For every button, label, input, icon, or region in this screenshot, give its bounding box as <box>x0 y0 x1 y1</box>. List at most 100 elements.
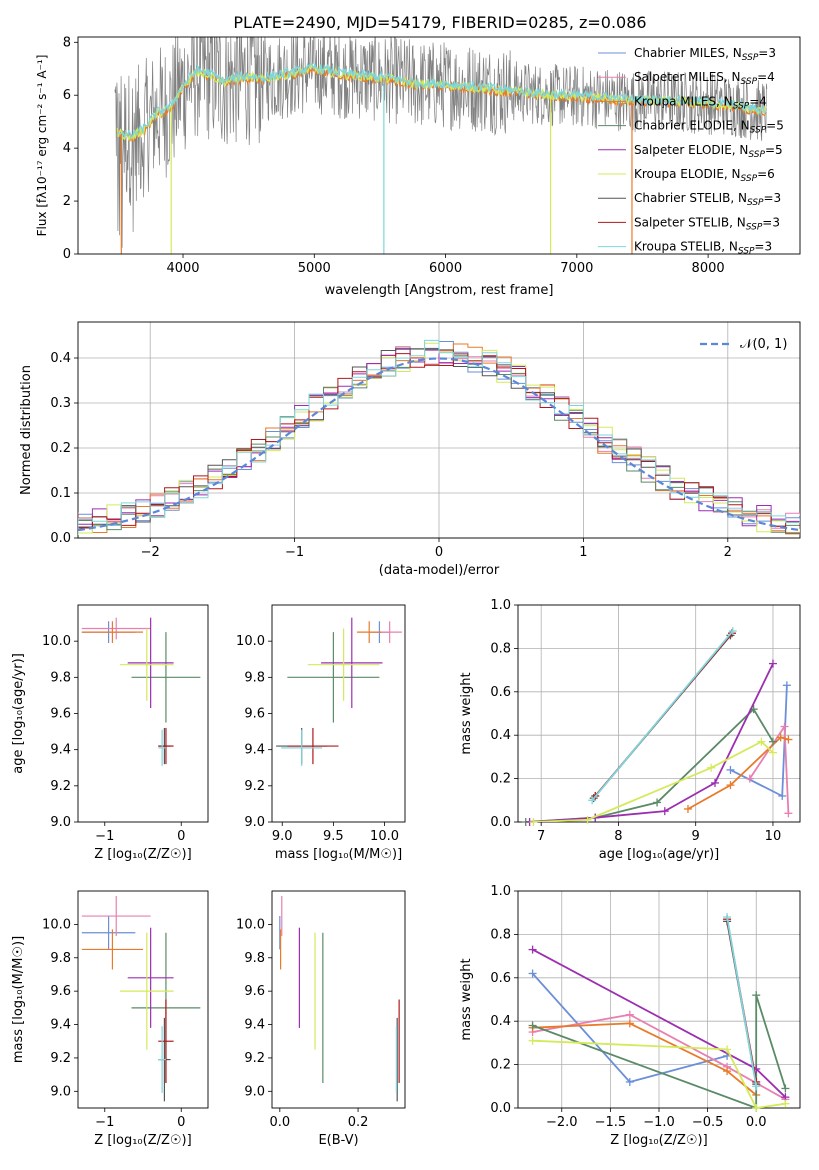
y-tick-label: 9.8 <box>50 670 71 685</box>
series-marker <box>752 1082 761 1091</box>
y-tick-label: 9.4 <box>50 743 71 758</box>
y-tick-label: 0.4 <box>490 728 511 743</box>
legend-entry-main: Kroupa STELIB, N <box>634 240 738 254</box>
x-tick-label: 6000 <box>429 261 462 276</box>
plot-frame <box>517 890 801 1109</box>
observed-spectrum-line <box>114 37 768 248</box>
x-tick-label: −1 <box>95 829 114 844</box>
series-marker <box>726 765 735 774</box>
y-tick-label: 0.0 <box>50 531 71 546</box>
y-tick-label: 0.4 <box>490 1014 511 1029</box>
plot-frame <box>271 890 406 1109</box>
series-marker <box>784 735 793 744</box>
legend-entry-tail: =3 <box>754 240 772 254</box>
y-axis-label: mass [log₁₀(M/M☉)] <box>11 936 26 1063</box>
legend-entry-main: Salpeter MILES, N <box>634 70 741 84</box>
y-tick-label: 0.8 <box>490 641 511 656</box>
y-tick-label: 0.2 <box>490 1058 511 1073</box>
legend-entry-subscript: SSP <box>738 247 755 257</box>
x-axis-label: Z [log₁₀(Z/Z☉)] <box>94 1133 191 1148</box>
series-marker <box>625 1019 634 1028</box>
series-marker <box>752 1104 761 1112</box>
spectrum-panel: 4000 5000 6000 7000 8000 0 2 4 6 8 wavelength [Ang… <box>35 35 801 298</box>
x-tick-label: −1 <box>95 1115 114 1130</box>
series-line <box>532 1022 757 1096</box>
histogram-step <box>78 339 800 535</box>
series-marker <box>583 815 592 824</box>
series-marker <box>529 818 538 826</box>
y-axis-label: Normed distribution <box>19 365 34 495</box>
legend-entry: Chabrier STELIB, NSSP=3 <box>634 191 781 208</box>
figure-title: PLATE=2490, MJD=54179, FIBERID=0285, z=0… <box>233 13 646 32</box>
series-marker <box>711 778 720 787</box>
series-marker <box>625 1010 634 1019</box>
x-tick-label: 0 <box>435 545 443 560</box>
weight-vs-age-panel: 7 8 9 10 0.0 0.2 0.4 0.6 0.8 1.0 age [log₁₀(age/yr… <box>459 598 801 862</box>
series-marker <box>782 681 791 690</box>
errorbar-point <box>158 727 174 765</box>
y-tick-label: 10.0 <box>42 917 71 932</box>
legend-entry-tail: =6 <box>757 167 775 181</box>
series-marker <box>768 737 777 746</box>
series-line <box>532 994 787 1108</box>
ticks: 7 8 9 10 0.0 0.2 0.4 0.6 0.8 1.0 <box>490 598 781 844</box>
y-tick-label: 9.8 <box>244 951 265 966</box>
series-marker <box>776 733 785 742</box>
x-tick-label: −1 <box>285 545 304 560</box>
x-tick-label: 4000 <box>166 261 199 276</box>
y-tick-label: 0 <box>63 247 71 262</box>
series-marker <box>768 748 777 757</box>
legend-entry: Chabrier ELODIE, NSSP=5 <box>634 119 784 136</box>
legend-entry-subscript: SSP <box>750 126 767 136</box>
series-line <box>726 916 758 1087</box>
x-axis-label: (data-model)/error <box>379 563 500 578</box>
errorbar-point <box>287 727 339 765</box>
legend-entry-tail: =5 <box>766 119 784 133</box>
legend-entry-tail: =3 <box>762 215 780 229</box>
legend-entry: Kroupa ELODIE, NSSP=6 <box>634 167 775 184</box>
x-tick-label: 2 <box>724 545 732 560</box>
errorbar-point <box>81 617 151 640</box>
legend: 𝒩(0, 1) <box>700 337 787 352</box>
ticks: −1 0 9.0 9.2 9.4 9.6 9.8 10.0 <box>42 917 185 1130</box>
legend-entry: Kroupa MILES, NSSP=4 <box>634 94 767 111</box>
y-tick-label: 9.4 <box>244 743 265 758</box>
series-marker <box>768 659 777 668</box>
y-tick-label: 9.0 <box>50 1084 71 1099</box>
legend-entry-main: Chabrier ELODIE, N <box>634 119 750 133</box>
x-tick-label: 9 <box>692 829 700 844</box>
y-tick-label: 9.2 <box>50 779 71 794</box>
y-tick-label: 9.6 <box>244 984 265 999</box>
ticks: 9.0 9.5 10.0 9.0 9.2 9.4 9.6 9.8 10.0 <box>236 634 399 844</box>
x-axis-label: mass [log₁₀(M/M☉)] <box>275 847 402 862</box>
y-axis-label: mass weight <box>459 958 474 1040</box>
y-tick-label: 9.0 <box>244 815 265 830</box>
series-line <box>687 736 789 810</box>
legend-entry-subscript: SSP <box>748 150 765 160</box>
y-tick-label: 0.3 <box>50 396 71 411</box>
y-axis-label: mass weight <box>459 672 474 754</box>
errorbar-point <box>127 927 174 1028</box>
y-tick-label: 9.2 <box>244 779 265 794</box>
errorbar-point <box>127 617 174 709</box>
x-tick-label: 8 <box>614 829 622 844</box>
ticks: 0.0 0.2 9.0 9.2 9.4 9.6 9.8 10.0 <box>236 917 368 1130</box>
x-tick-label: 8000 <box>692 261 725 276</box>
legend-entry-tail: =4 <box>749 94 767 108</box>
series-marker <box>723 1067 732 1076</box>
residual-histogram-panel: −2 −1 0 1 2 0.0 0.1 0.2 0.3 0.4 (data-model)/error… <box>19 321 801 578</box>
series-marker <box>781 1099 790 1108</box>
series-line <box>533 740 774 822</box>
legend-entry-main: Chabrier STELIB, N <box>634 191 747 205</box>
y-tick-label: 9.2 <box>50 1051 71 1066</box>
normal-curve <box>78 357 800 532</box>
y-tick-label: 0.0 <box>490 815 511 830</box>
plot-frame <box>77 604 209 823</box>
y-tick-label: 0.8 <box>490 927 511 942</box>
legend-entry-main: Kroupa MILES, N <box>634 94 733 108</box>
series-marker <box>683 804 692 813</box>
series-marker <box>528 1036 537 1045</box>
legend-entry: 𝒩(0, 1) <box>740 337 787 352</box>
y-tick-label: 9.6 <box>50 707 71 722</box>
